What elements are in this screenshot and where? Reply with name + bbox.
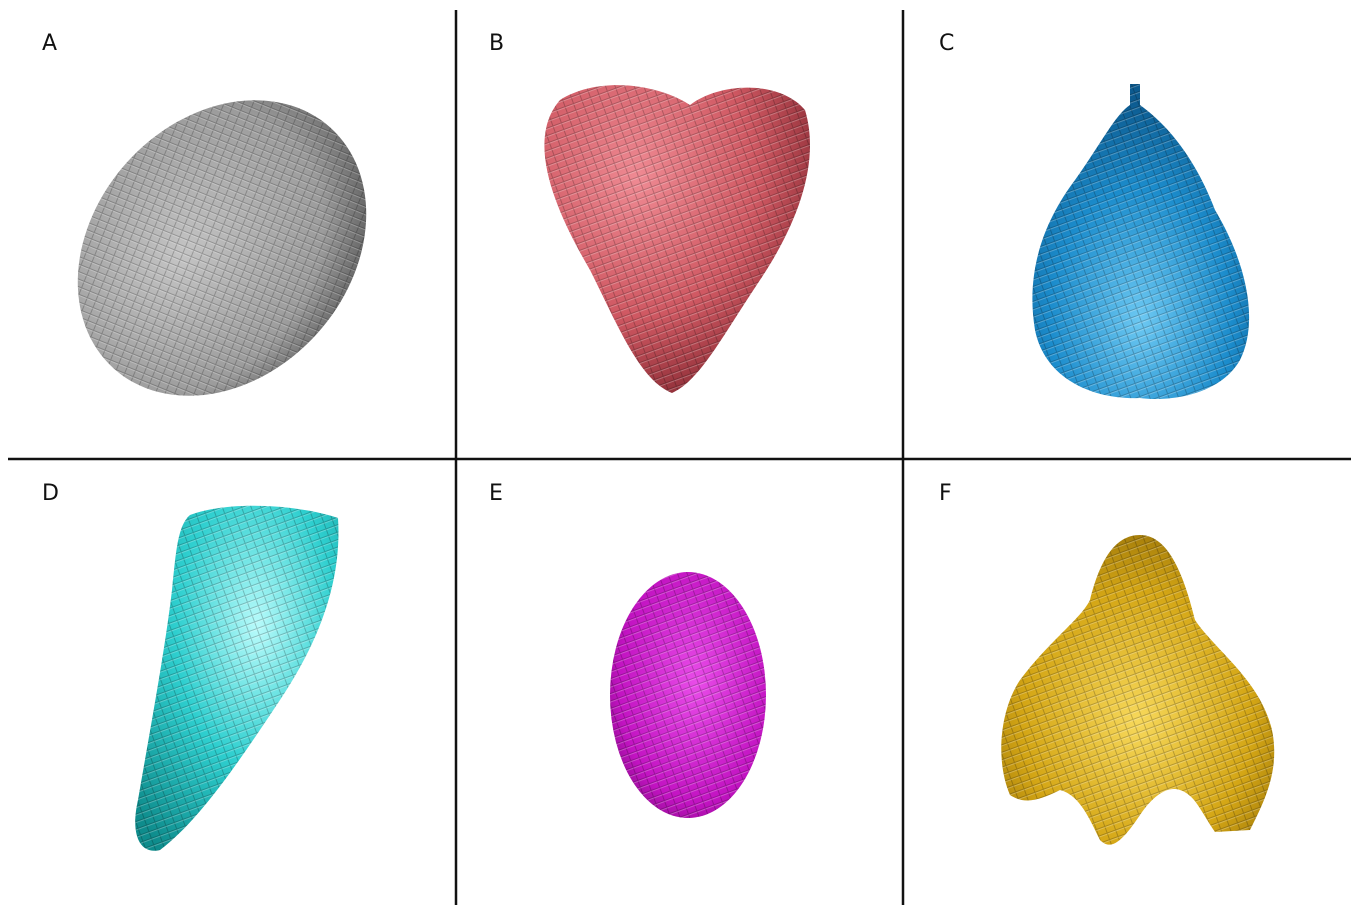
shape-a [18,42,425,454]
voxel-texture [610,572,766,818]
shape-b [544,85,810,393]
shape-c [1032,84,1249,399]
panel-label: E [489,481,503,506]
panel-label: B [489,31,504,56]
voxel-texture [135,506,338,851]
panel-label: C [939,31,954,56]
voxel-texture [1032,84,1249,399]
panel-label: D [42,481,59,506]
voxel-texture [544,85,810,393]
voxel-texture [18,42,425,454]
panel-label: F [939,481,952,506]
voxel-texture [1001,535,1274,845]
page: A B C D E F (() => { const data = JSON.p… [0,0,1351,905]
panel-label: A [42,31,57,56]
figure: A B C D E F [0,0,1351,905]
shape-e [610,572,766,818]
shape-d [135,506,338,851]
shape-f [1001,535,1274,845]
